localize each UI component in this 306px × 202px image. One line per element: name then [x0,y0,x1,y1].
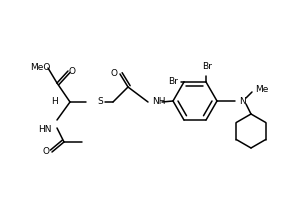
Text: NH: NH [152,98,166,106]
Text: S: S [97,98,103,106]
Text: O: O [69,66,76,76]
Text: HN: HN [39,125,52,134]
Text: N: N [240,97,246,105]
Text: O: O [111,69,118,79]
Text: H: H [51,98,58,106]
Text: MeO: MeO [30,63,50,73]
Text: Br: Br [202,62,212,71]
Text: Me: Me [255,84,268,94]
Text: O: O [43,147,50,157]
Text: Br: Br [168,77,178,86]
